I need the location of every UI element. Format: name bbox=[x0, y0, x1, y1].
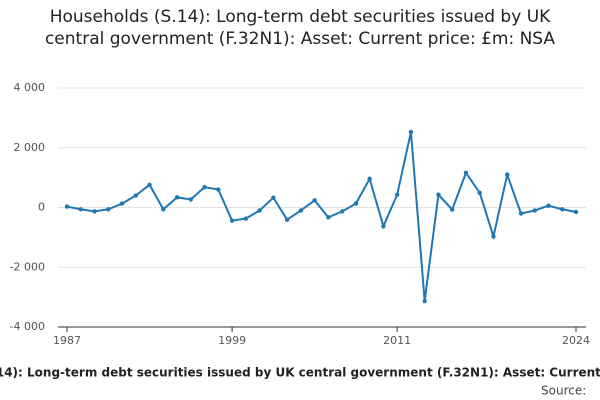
y-tick-label: 4 000 bbox=[14, 81, 46, 94]
point bbox=[381, 224, 386, 229]
point bbox=[216, 187, 221, 192]
point bbox=[546, 203, 551, 208]
point bbox=[119, 201, 125, 206]
point bbox=[174, 195, 180, 200]
point bbox=[257, 208, 262, 213]
point bbox=[188, 197, 194, 202]
caption: Households (S.14): Long-term debt securi… bbox=[0, 366, 600, 380]
point bbox=[284, 217, 290, 222]
point bbox=[312, 198, 317, 203]
point bbox=[133, 193, 138, 198]
chart-title: Households (S.14): Long-term debt securi… bbox=[44, 7, 556, 49]
point bbox=[560, 207, 565, 212]
y-tick-label: -4 000 bbox=[10, 320, 45, 333]
point bbox=[491, 234, 496, 239]
point bbox=[367, 176, 372, 182]
point bbox=[147, 182, 152, 187]
source-label: Source: bbox=[541, 384, 586, 398]
point bbox=[408, 129, 414, 135]
point bbox=[477, 190, 482, 196]
point bbox=[449, 207, 455, 212]
point bbox=[64, 204, 70, 209]
point bbox=[353, 201, 359, 206]
y-tick-label: -2 000 bbox=[10, 260, 45, 273]
point bbox=[161, 207, 166, 212]
point bbox=[243, 216, 249, 221]
point bbox=[463, 170, 469, 176]
point bbox=[202, 184, 207, 190]
point bbox=[78, 207, 83, 212]
point bbox=[573, 209, 579, 215]
x-tick-label: 2011 bbox=[383, 334, 411, 347]
x-tick-label: 2024 bbox=[562, 334, 590, 347]
point bbox=[326, 215, 331, 220]
x-tick-label: 1999 bbox=[218, 334, 246, 347]
point bbox=[394, 192, 400, 197]
point bbox=[436, 192, 441, 197]
y-tick-label: 0 bbox=[38, 201, 45, 214]
x-tick-label: 1987 bbox=[53, 334, 81, 347]
point bbox=[518, 211, 524, 216]
y-tick-label: 2 000 bbox=[14, 141, 46, 154]
series-line bbox=[66, 131, 577, 302]
point bbox=[339, 209, 345, 214]
point bbox=[271, 195, 276, 200]
point bbox=[505, 172, 510, 177]
point bbox=[422, 298, 427, 304]
point bbox=[532, 208, 537, 213]
point bbox=[229, 218, 235, 223]
point bbox=[92, 209, 97, 214]
point bbox=[298, 208, 304, 213]
point bbox=[106, 207, 111, 212]
